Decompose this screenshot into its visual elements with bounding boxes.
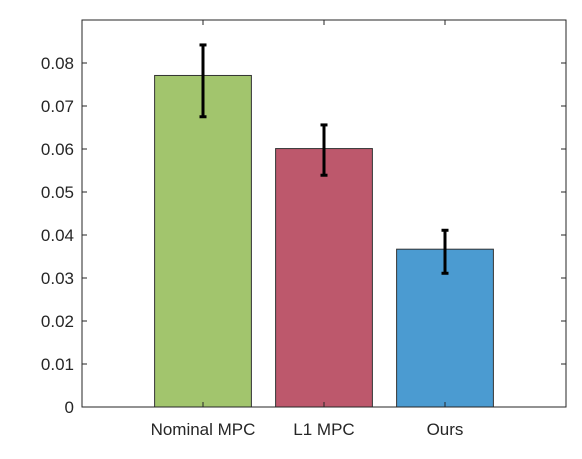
y-tick-label: 0.02	[41, 312, 74, 331]
x-tick-label: L1 MPC	[293, 420, 354, 439]
y-tick-label: 0.08	[41, 54, 74, 73]
error-bar-ours	[441, 228, 449, 275]
x-tick-label: Ours	[427, 420, 464, 439]
y-tick-label: 0.07	[41, 97, 74, 116]
bar-l1-mpc	[275, 148, 373, 408]
y-tick-label: 0.01	[41, 355, 74, 374]
error-bar-l1-mpc	[320, 123, 328, 177]
error-bars-layer	[199, 43, 449, 275]
y-tick-label: 0	[65, 398, 74, 417]
y-tick-label: 0.04	[41, 226, 74, 245]
y-tick-label: 0.03	[41, 269, 74, 288]
error-bar-nominal-mpc	[199, 43, 207, 119]
x-tick-label: Nominal MPC	[151, 420, 256, 439]
y-axis: 0 0.01 0.02 0.03 0.04 0.05 0.06 0.07 0.08	[41, 54, 566, 417]
x-axis: Nominal MPC L1 MPC Ours	[151, 20, 464, 439]
y-tick-label: 0.05	[41, 183, 74, 202]
bar-nominal-mpc	[154, 74, 252, 408]
y-tick-label: 0.06	[41, 140, 74, 159]
